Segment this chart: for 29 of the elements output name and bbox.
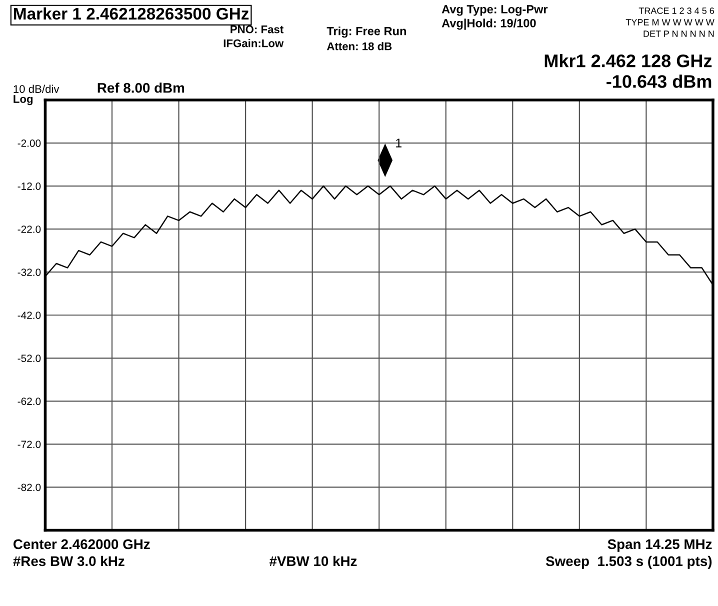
- text: DET P N N N N N: [644, 30, 714, 37]
- text: Avg|Hold: 19/100: [442, 18, 536, 30]
- text: Log: [14, 95, 33, 106]
- chart-title: Marker 1 2.462128263500 GHz: [14, 7, 249, 20]
- y-tick-label: -52.0: [18, 354, 41, 362]
- text: Avg Type: Log-Pwr: [442, 5, 548, 16]
- text: Center 2.462000 GHz: [13, 539, 150, 550]
- text: TRACE 1 2 3 4 5 6: [638, 8, 714, 14]
- text: PNO: Fast: [230, 25, 284, 34]
- y-tick-label: -72.0: [18, 440, 41, 448]
- y-tick-label: -32.0: [18, 268, 41, 276]
- text: Span 14.25 MHz: [608, 539, 712, 552]
- y-tick-label: -82.0: [18, 484, 41, 492]
- y-tick-label: -2.00: [18, 140, 41, 147]
- text: TYPE M W W W W W: [626, 19, 714, 26]
- text: Trig: Free Run: [326, 26, 406, 38]
- text: Sweep 1.503 s (1001 pts): [546, 556, 712, 569]
- text: #VBW 10 kHz: [269, 556, 357, 566]
- y-axis-title: 10 dB/div: [14, 84, 60, 93]
- text: Mkr1 2.462 128 GHz: [544, 54, 712, 68]
- y-tick-label: -62.0: [18, 398, 41, 406]
- text: Atten: 18 dB: [326, 42, 392, 50]
- y-tick-label: -12.0: [18, 182, 41, 190]
- text: -10.643 dBm: [606, 74, 712, 88]
- y-tick-label: -22.0: [18, 226, 41, 233]
- text: Ref 8.00 dBm: [98, 82, 184, 93]
- y-tick-label: -42.0: [18, 312, 41, 319]
- text: IFGain:Low: [224, 39, 284, 48]
- text: #Res BW 3.0 kHz: [13, 556, 124, 566]
